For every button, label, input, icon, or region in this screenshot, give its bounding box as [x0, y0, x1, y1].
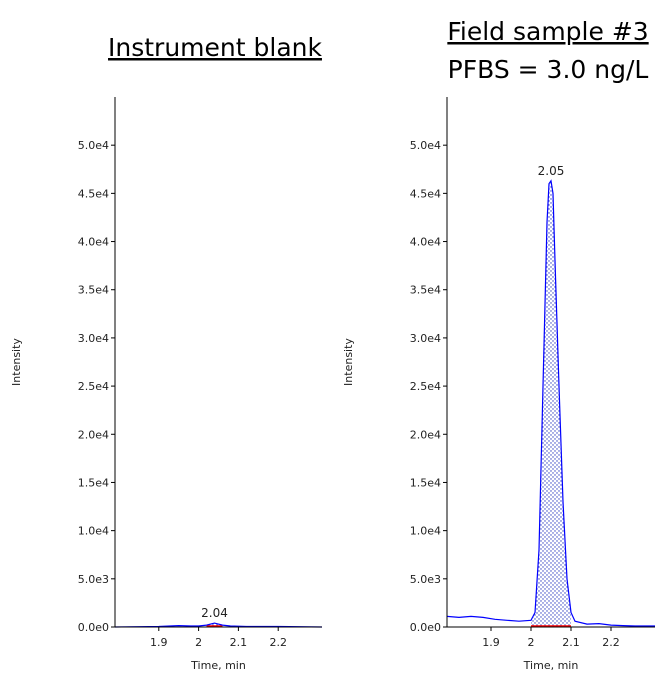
x-tick-label: 2.1 — [562, 636, 580, 649]
y-tick-label: 2.5e4 — [78, 380, 109, 393]
x-tick-label: 2 — [528, 636, 535, 649]
trace — [446, 179, 655, 627]
x-tick-label: 2.2 — [602, 636, 620, 649]
y-tick-label: 4.0e4 — [78, 236, 109, 249]
x-tick-label: 2.2 — [269, 636, 287, 649]
panel-subtitle: PFBS = 3.0 ng/L — [448, 55, 649, 84]
y-tick-label: 5.0e4 — [78, 139, 109, 152]
panel-title: Field sample #3 — [447, 17, 648, 46]
peak-label: 2.04 — [201, 606, 228, 620]
y-axis-label: Intensity — [342, 338, 355, 386]
y-tick-label: 0.0e0 — [78, 621, 109, 634]
y-tick-label: 1.0e4 — [78, 525, 109, 538]
y-tick-label: 2.0e4 — [410, 428, 441, 441]
y-tick-label: 2.5e4 — [410, 380, 441, 393]
panel-title: Instrument blank — [108, 33, 322, 62]
y-tick-label: 5.0e3 — [78, 573, 109, 586]
y-tick-label: 1.5e4 — [410, 476, 441, 489]
y-tick-label: 1.5e4 — [78, 476, 109, 489]
y-tick-label: 3.0e4 — [78, 332, 109, 345]
y-axis-label: Intensity — [10, 338, 23, 386]
x-tick-label: 2 — [195, 636, 202, 649]
y-tick-label: 4.5e4 — [78, 187, 109, 200]
x-tick-label: 1.9 — [150, 636, 168, 649]
peak-label: 2.05 — [538, 164, 565, 178]
y-tick-label: 3.5e4 — [410, 284, 441, 297]
integrated-area — [531, 180, 571, 627]
x-axis-label: Time, min — [523, 659, 579, 672]
x-tick-label: 2.1 — [230, 636, 248, 649]
y-tick-label: 3.0e4 — [410, 332, 441, 345]
x-axis-label: Time, min — [190, 659, 246, 672]
y-tick-label: 4.0e4 — [410, 236, 441, 249]
y-tick-label: 5.0e3 — [410, 573, 441, 586]
y-tick-label: 4.5e4 — [410, 187, 441, 200]
y-tick-label: 1.0e4 — [410, 525, 441, 538]
y-tick-label: 3.5e4 — [78, 284, 109, 297]
y-tick-label: 5.0e4 — [410, 139, 441, 152]
y-tick-label: 0.0e0 — [410, 621, 441, 634]
y-tick-label: 2.0e4 — [78, 428, 109, 441]
x-tick-label: 1.9 — [482, 636, 500, 649]
